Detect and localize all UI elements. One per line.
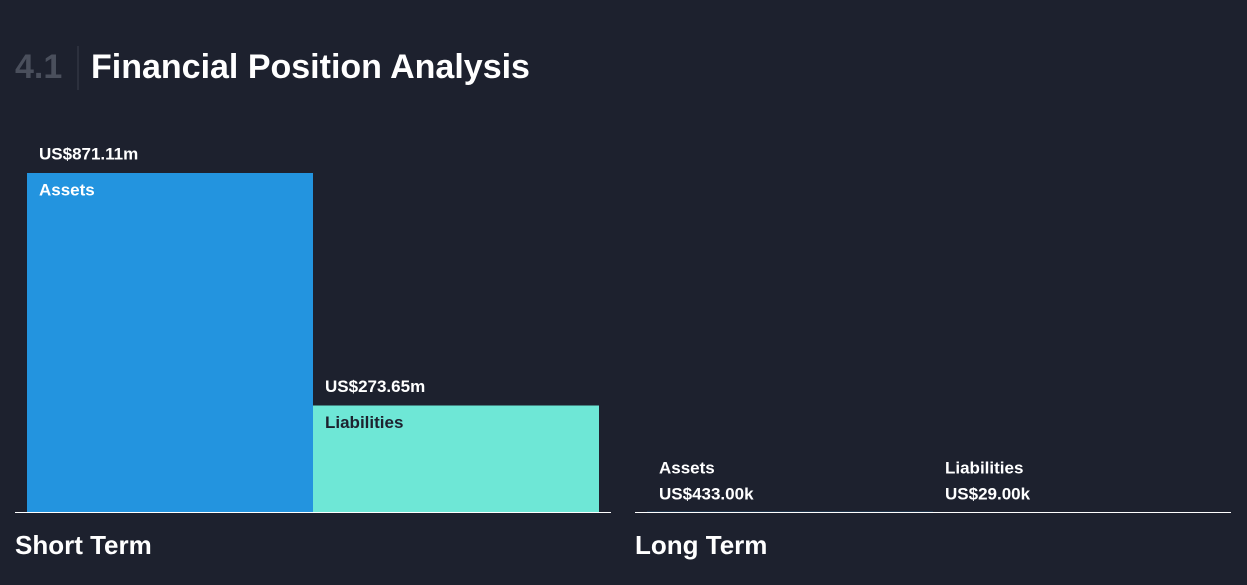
value-label: US$871.11m [39,144,138,163]
bar [313,405,599,512]
series-label: Liabilities [325,413,403,432]
value-label: US$433.00k [659,484,754,503]
value-label: US$273.65m [325,377,425,396]
category-label: Short Term [15,530,152,560]
category-label: Long Term [635,530,767,560]
value-label: US$29.00k [945,484,1031,503]
chart-title: Financial Position Analysis [91,48,530,86]
series-label: Liabilities [945,458,1023,477]
section-number: 4.1 [15,48,62,86]
series-label: Assets [659,458,715,477]
bar [27,173,313,512]
series-label: Assets [39,180,95,199]
